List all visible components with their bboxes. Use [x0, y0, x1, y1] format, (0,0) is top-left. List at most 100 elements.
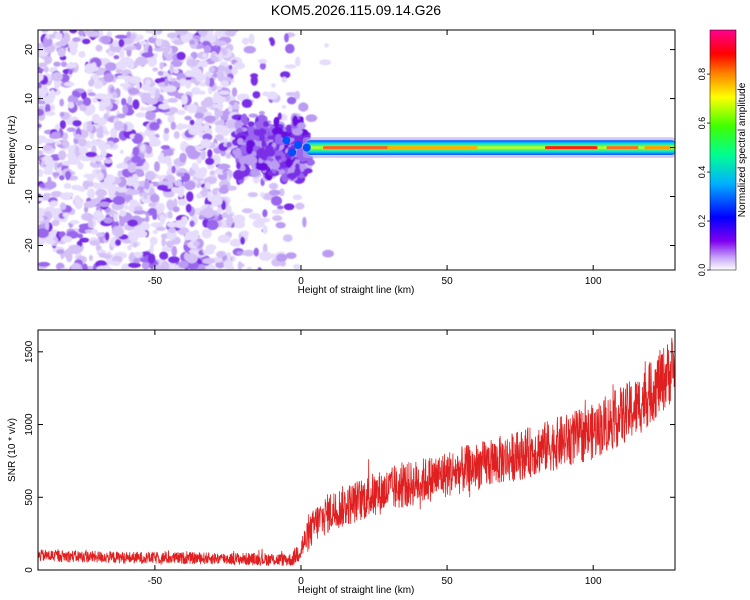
spectrogram-speckle: [143, 192, 148, 200]
spectrogram-speckle: [100, 149, 107, 158]
spectrogram-speckle: [262, 209, 268, 218]
spectrogram-speckle: [274, 133, 282, 145]
spectrogram-speckle: [145, 216, 150, 223]
spectrogram-speckle: [258, 251, 272, 261]
spectrogram-speckle: [271, 127, 284, 136]
spectrogram-speckle: [105, 62, 117, 71]
spectrogram-speckle: [164, 78, 169, 87]
spectrogram-speckle: [127, 87, 140, 95]
spectrogram-speckle: [246, 143, 253, 155]
spectrogram-speckle: [59, 120, 66, 130]
spectrogram-speckle: [230, 238, 242, 247]
spectrogram-speckle: [115, 239, 121, 246]
spectrogram-speckle: [305, 114, 318, 122]
spectrogram-speckle: [149, 193, 160, 203]
spectrogram-speckle: [220, 61, 228, 66]
spectrogram-speckle: [194, 112, 204, 119]
spectrogram-speckle: [218, 186, 229, 194]
spectrogram-speckle: [149, 136, 159, 143]
spectrogram-speckle: [248, 113, 258, 118]
spectrogram-speckle: [178, 190, 184, 198]
spectrogram-speckle: [284, 33, 289, 43]
spectrogram-speckle: [118, 39, 125, 48]
spectrogram-speckle: [282, 104, 287, 109]
spectrogram-speckle: [205, 157, 215, 166]
spectrogram-speckle: [65, 251, 73, 263]
spectrogram-speckle: [139, 257, 149, 263]
spectrogram-speckle: [207, 204, 212, 216]
spectrogram-speckle: [277, 112, 282, 120]
spectrogram-speckle: [262, 225, 268, 235]
spectrogram-speckle: [179, 152, 187, 163]
spectrogram-speckle: [104, 232, 110, 241]
spectrogram-speckle: [83, 97, 92, 106]
spectrogram-speckle: [121, 263, 130, 270]
spectrogram-y-tick-label: 20: [24, 44, 35, 56]
spectrogram-speckle: [168, 210, 173, 219]
spectrogram-speckle: [231, 104, 240, 110]
spectrogram-speckle: [49, 33, 57, 39]
snr-background: [38, 330, 675, 570]
spectrogram-speckle: [285, 158, 293, 168]
spectrogram-speckle: [57, 48, 66, 57]
snr-x-tick-label: -50: [148, 576, 163, 587]
spectrogram-speckle: [212, 96, 225, 104]
spectrogram-speckle: [183, 234, 192, 241]
spectrogram-speckle: [214, 198, 223, 206]
spectrogram-speckle: [190, 68, 203, 78]
spectrogram-speckle: [181, 94, 188, 105]
spectrogram-speckle: [273, 116, 280, 128]
spectrogram-speckle: [42, 144, 53, 151]
spectrogram-speckle: [191, 87, 201, 95]
spectrogram-speckle: [160, 152, 165, 164]
spectrogram-speckle: [212, 103, 223, 109]
spectrogram-speckle: [268, 189, 281, 196]
spectrogram-speckle: [225, 95, 231, 102]
spectrogram-speckle: [42, 38, 50, 48]
spectrogram-speckle: [265, 145, 274, 153]
spectrogram-speckle: [260, 192, 265, 198]
spectrogram-x-tick-label: 50: [442, 276, 454, 287]
spectrogram-speckle: [141, 83, 151, 92]
spectrogram-speckle: [79, 237, 90, 243]
spectrogram-speckle: [218, 90, 230, 95]
spectrogram-speckle: [141, 260, 150, 270]
spectrogram-speckle: [164, 127, 170, 134]
spectrogram-x-tick-label: 0: [298, 276, 304, 287]
spectrogram-speckle: [130, 33, 136, 40]
colorbar-tick-label: 0.4: [697, 166, 707, 179]
spectrogram-speckle: [38, 68, 44, 73]
tone-onset-blob: [282, 136, 291, 145]
spectrogram-speckle: [173, 131, 180, 139]
spectrogram-speckle: [186, 104, 198, 114]
snr-x-tick-label: 100: [585, 576, 602, 587]
spectrogram-speckle: [198, 30, 208, 37]
spectrogram-speckle: [189, 39, 196, 45]
spectrogram-speckle: [139, 106, 146, 111]
spectrogram-speckle: [203, 111, 213, 116]
spectrogram-speckle: [166, 169, 173, 176]
spectrogram-speckle: [155, 88, 160, 100]
spectrogram-speckle: [63, 32, 71, 44]
spectrogram-speckle: [201, 53, 208, 59]
spectrogram-speckle: [286, 124, 292, 135]
spectrogram-speckle: [68, 69, 73, 75]
spectrogram-speckle: [152, 67, 159, 72]
spectrogram-speckle: [86, 123, 94, 133]
spectrogram-speckle: [242, 37, 249, 45]
spectrogram-speckle: [40, 160, 45, 167]
spectrogram-speckle: [228, 170, 233, 179]
snr-panel: -50 0 50 100 0 500 1000 1500 Height of straigh…: [7, 329, 676, 596]
spectrogram-speckle: [199, 82, 207, 87]
colorbar-tick-label: 0.8: [697, 68, 707, 81]
spectrogram-speckle: [172, 206, 180, 213]
spectrogram-speckle: [214, 134, 224, 141]
spectrogram-speckle: [77, 30, 85, 36]
spectrogram-speckle: [150, 222, 164, 228]
snr-frame: [37, 329, 676, 571]
spectrogram-y-tick-label: -20: [24, 238, 35, 253]
spectrogram-speckle: [38, 123, 42, 128]
spectrogram-speckle: [96, 232, 104, 237]
spectrogram-speckle: [38, 261, 51, 267]
